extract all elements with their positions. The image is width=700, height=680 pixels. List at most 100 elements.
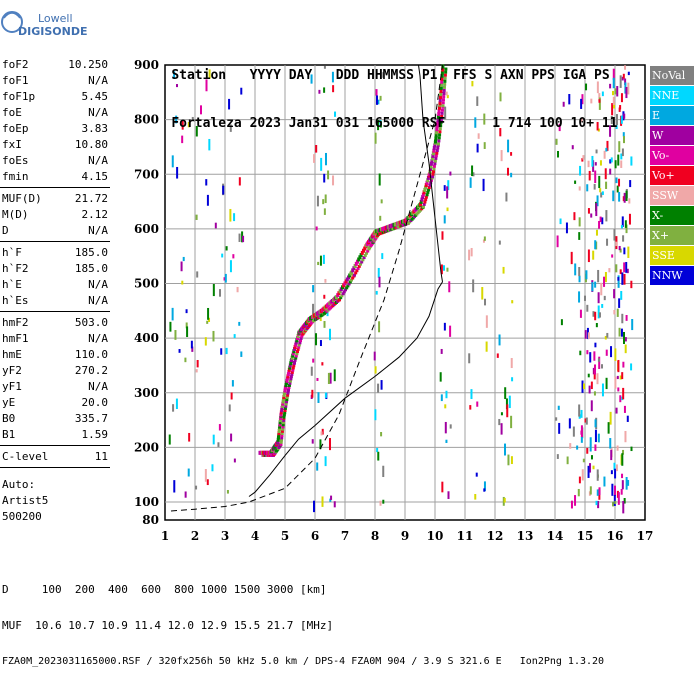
echo-mark bbox=[618, 298, 621, 308]
echo-mark bbox=[236, 286, 239, 293]
echo-mark bbox=[224, 273, 227, 283]
trace-point bbox=[434, 139, 437, 144]
trace-point bbox=[361, 258, 365, 262]
param-value: N/A bbox=[88, 332, 108, 345]
logo-lowell: Lowell bbox=[38, 12, 73, 25]
x-tick-label: 9 bbox=[401, 529, 409, 543]
echo-mark bbox=[612, 96, 615, 105]
echo-mark bbox=[601, 191, 604, 195]
echo-mark bbox=[588, 385, 591, 394]
echo-mark bbox=[441, 481, 444, 493]
echo-mark bbox=[604, 335, 607, 340]
param-name: yF2 bbox=[2, 364, 22, 377]
trace-point bbox=[288, 381, 292, 385]
y-tick-label: 80 bbox=[142, 513, 159, 527]
echo-mark bbox=[613, 102, 616, 109]
echo-mark bbox=[472, 172, 475, 177]
echo-mark bbox=[211, 464, 214, 472]
echo-mark bbox=[472, 279, 475, 293]
x-tick-label: 16 bbox=[607, 529, 624, 543]
echo-mark bbox=[584, 418, 587, 423]
header-values: Fortaleza 2023 Jan31 031 165000 RSF 1 71… bbox=[140, 100, 617, 131]
echo-mark bbox=[574, 263, 577, 276]
echo-mark bbox=[205, 179, 208, 186]
trace-point bbox=[287, 386, 291, 390]
echo-mark bbox=[476, 96, 479, 106]
trace-point bbox=[278, 420, 282, 425]
echo-mark bbox=[445, 91, 448, 96]
trace-point bbox=[279, 410, 283, 415]
echo-mark bbox=[624, 337, 627, 342]
echo-mark bbox=[559, 218, 562, 225]
echo-mark bbox=[578, 275, 581, 283]
trace-point bbox=[434, 133, 438, 138]
trace-point bbox=[280, 406, 284, 411]
echo-mark bbox=[499, 128, 502, 137]
trace-point bbox=[286, 393, 290, 397]
trace-point bbox=[440, 70, 444, 75]
echo-mark bbox=[175, 398, 178, 409]
echo-mark bbox=[578, 217, 581, 227]
trace-point bbox=[280, 431, 284, 435]
trace-point bbox=[438, 98, 442, 103]
echo-mark bbox=[589, 463, 592, 473]
echo-mark bbox=[582, 383, 585, 390]
trace-point bbox=[282, 397, 286, 402]
echo-mark bbox=[208, 317, 211, 322]
echo-mark bbox=[618, 178, 621, 187]
trace-point bbox=[286, 372, 290, 377]
echo-mark bbox=[620, 328, 623, 337]
echo-mark bbox=[619, 269, 622, 275]
param-value: 503.0 bbox=[74, 316, 108, 329]
y-tick-label: 800 bbox=[134, 113, 159, 127]
param-name: hmE bbox=[2, 348, 22, 361]
echo-mark bbox=[590, 213, 593, 218]
trace-point bbox=[295, 338, 299, 343]
echo-mark bbox=[229, 124, 232, 132]
echo-mark bbox=[374, 132, 377, 144]
echo-mark bbox=[615, 241, 618, 247]
trace-point bbox=[348, 280, 352, 284]
param-name: yE bbox=[2, 396, 16, 409]
x-tick-label: 1 bbox=[161, 529, 169, 543]
echo-mark bbox=[605, 349, 608, 356]
trace-point bbox=[362, 256, 366, 260]
trace-point bbox=[279, 412, 283, 417]
param-value: 20.0 bbox=[81, 396, 109, 409]
echo-mark bbox=[317, 261, 320, 266]
y-tick-label: 500 bbox=[134, 277, 159, 291]
echo-mark bbox=[613, 494, 616, 506]
echo-mark bbox=[320, 431, 323, 436]
param-separator bbox=[0, 311, 110, 312]
echo-mark bbox=[593, 183, 596, 190]
param-row: hmF2 503.0 bbox=[2, 316, 108, 330]
echo-mark bbox=[606, 238, 609, 246]
echo-mark bbox=[617, 275, 620, 288]
trace-point bbox=[290, 372, 294, 376]
echo-mark bbox=[630, 363, 633, 371]
autoscaling-info: Artist5 bbox=[2, 494, 49, 507]
echo-mark bbox=[499, 92, 502, 102]
trace-point bbox=[440, 79, 444, 84]
echo-mark bbox=[233, 458, 236, 463]
echo-mark bbox=[323, 208, 326, 215]
echo-mark bbox=[324, 456, 327, 467]
echo-mark bbox=[621, 372, 624, 380]
echo-mark bbox=[608, 268, 611, 273]
echo-mark bbox=[556, 454, 559, 459]
echo-mark bbox=[484, 298, 487, 306]
trace-point bbox=[283, 406, 287, 410]
param-row: fxI 10.80 bbox=[2, 138, 108, 152]
echo-mark bbox=[507, 139, 510, 153]
echo-mark bbox=[329, 328, 332, 341]
echo-mark bbox=[444, 421, 447, 434]
trace-point bbox=[432, 146, 436, 151]
echo-mark bbox=[615, 407, 618, 414]
echo-mark bbox=[610, 346, 613, 358]
echo-mark bbox=[598, 220, 601, 229]
echo-mark bbox=[584, 330, 587, 339]
echo-mark bbox=[621, 148, 624, 157]
trace-point bbox=[284, 385, 287, 390]
echo-mark bbox=[476, 143, 479, 153]
echo-mark bbox=[591, 282, 594, 292]
